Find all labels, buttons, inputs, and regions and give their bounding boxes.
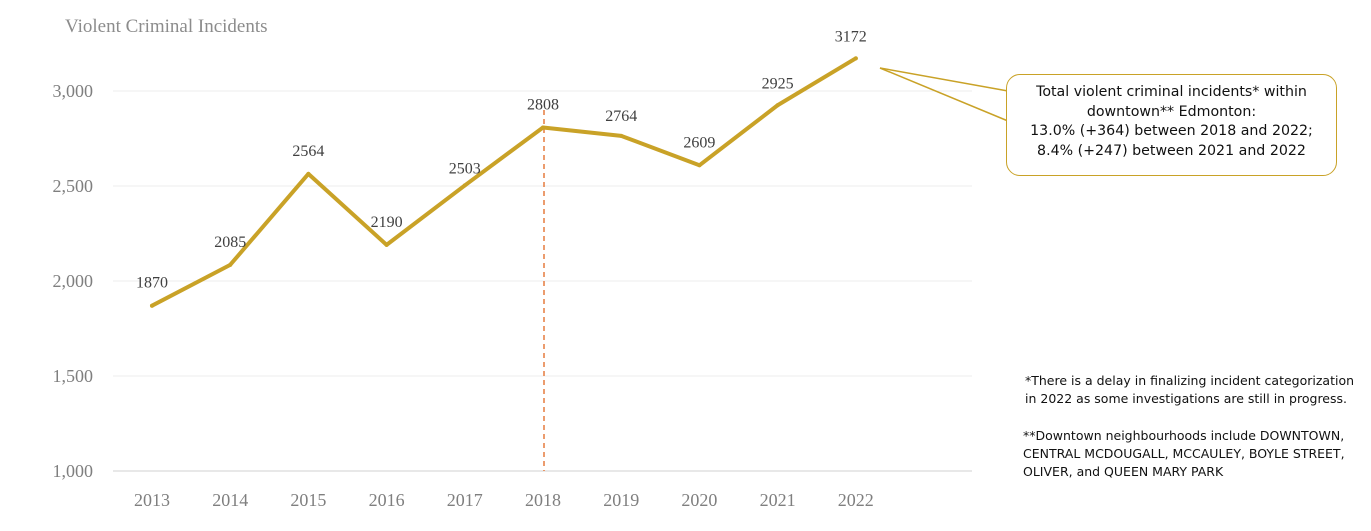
data-label: 2925 (762, 75, 794, 92)
x-tick-label: 2018 (525, 490, 561, 510)
callout-line-3: 13.0% (+364) between 2018 and 2022; (1030, 123, 1313, 139)
data-label: 2564 (292, 143, 324, 160)
data-label: 2190 (371, 214, 403, 231)
callout-box: Total violent criminal incidents* within… (1006, 74, 1337, 176)
footnote-delay: *There is a delay in finalizing incident… (1025, 372, 1354, 408)
footnote-delay-line-2: in 2022 as some investigations are still… (1025, 391, 1347, 406)
label-layer: 1870 2085 2564 2190 2503 2808 2764 2609 2925 3172 (136, 28, 867, 291)
data-point (775, 103, 780, 108)
y-tick-label: 1,500 (53, 366, 94, 386)
footnote-delay-line-1: *There is a delay in finalizing incident… (1025, 373, 1355, 388)
grid-layer: 1,000 1,500 2,000 2,500 3,000 2013 2014 2015 201… (53, 81, 972, 510)
callout-line-2: downtown** Edmonton: (1086, 103, 1257, 120)
callout-line-1: Total violent criminal incidents* within (1036, 84, 1307, 100)
data-point (228, 262, 233, 267)
data-label: 2808 (527, 96, 559, 113)
x-tick-label: 2014 (212, 490, 248, 510)
x-tick-label: 2017 (447, 490, 483, 510)
series-layer (150, 56, 858, 308)
x-tick-label: 2022 (838, 490, 874, 510)
y-tick-label: 2,500 (53, 176, 94, 196)
callout-pointer-lower (879, 67, 1009, 122)
data-point (384, 242, 389, 247)
callout-line-4: 8.4% (+247) between 2021 and 2022 (1037, 142, 1306, 159)
data-label: 3172 (835, 28, 867, 45)
data-label: 2085 (214, 234, 246, 251)
y-tick-label: 1,000 (53, 461, 94, 481)
data-point (619, 133, 624, 138)
data-label: 1870 (136, 275, 168, 292)
chart-title: Violent Criminal Incidents (65, 16, 268, 37)
data-point (150, 303, 154, 308)
data-point (853, 56, 858, 61)
footnote-downtown-line-2: CENTRAL MCDOUGALL, MCCAULEY, BOYLE STREE… (1023, 446, 1345, 461)
x-tick-label: 2016 (369, 490, 405, 510)
y-tick-label: 2,000 (53, 271, 94, 291)
x-tick-label: 2019 (603, 490, 639, 510)
footnote-downtown-line-3: OLIVER, and QUEEN MARY PARK (1023, 464, 1224, 479)
footnote-downtown-line-1: **Downtown neighbourhoods include DOWNTO… (1023, 428, 1345, 443)
data-label: 2503 (449, 160, 481, 177)
x-tick-label: 2013 (134, 490, 170, 510)
x-tick-label: 2015 (290, 490, 326, 510)
footnote-downtown: **Downtown neighbourhoods include DOWNTO… (1023, 427, 1345, 481)
data-label: 2764 (605, 108, 637, 125)
callout-pointer-upper (879, 67, 1009, 92)
data-point (462, 183, 467, 188)
data-point (541, 125, 545, 130)
data-point (306, 171, 311, 176)
series-line (150, 56, 858, 308)
data-point (697, 163, 702, 168)
x-tick-label: 2021 (760, 490, 796, 510)
data-label: 2609 (683, 134, 715, 151)
y-tick-label: 3,000 (53, 81, 94, 101)
x-tick-label: 2020 (681, 490, 717, 510)
